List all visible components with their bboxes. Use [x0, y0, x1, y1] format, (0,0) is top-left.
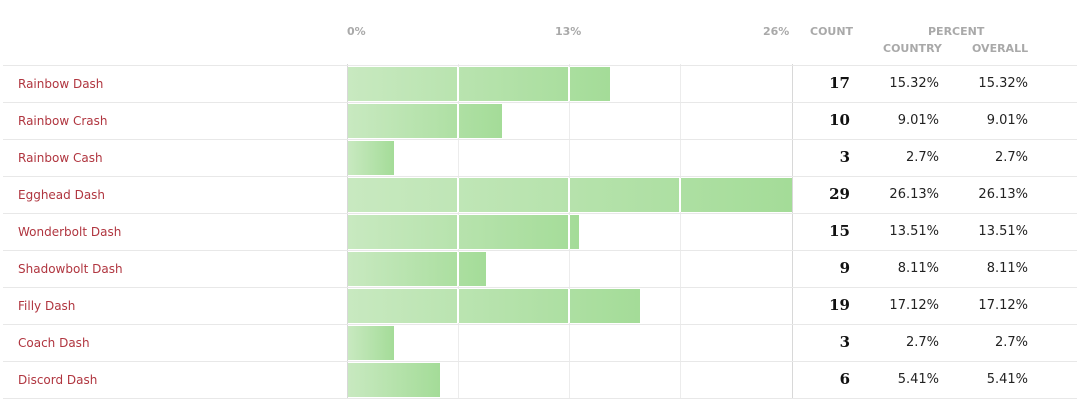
- overall-header: OVERALL: [972, 42, 1029, 55]
- tick-label-13: 13%: [555, 25, 582, 38]
- row-label[interactable]: Discord Dash: [18, 373, 98, 387]
- row-label[interactable]: Coach Dash: [18, 336, 90, 350]
- bar: [348, 252, 487, 286]
- row-count: 3: [839, 333, 850, 351]
- bar: [348, 104, 502, 138]
- bar-segment-gap: [568, 215, 570, 249]
- grid-line-26: [792, 64, 793, 399]
- percent-header: PERCENT: [928, 25, 985, 38]
- row-count: 3: [839, 148, 850, 166]
- row-label[interactable]: Rainbow Dash: [18, 77, 104, 91]
- row-count: 6: [839, 370, 850, 388]
- row-label[interactable]: Rainbow Cash: [18, 151, 103, 165]
- row-label[interactable]: Shadowbolt Dash: [18, 262, 123, 276]
- bar-segment-gap: [457, 215, 459, 249]
- row-divider: [3, 361, 1077, 362]
- row-label[interactable]: Filly Dash: [18, 299, 76, 313]
- row-percent-overall: 5.41%: [986, 372, 1028, 387]
- row-divider: [3, 102, 1077, 103]
- tick-label-26: 26%: [763, 25, 790, 38]
- bar-segment-gap: [457, 104, 459, 138]
- bar: [348, 178, 792, 212]
- row-count: 9: [839, 259, 850, 277]
- row-divider: [3, 250, 1077, 251]
- row-percent-country: 13.51%: [889, 224, 939, 239]
- row-percent-country: 17.12%: [889, 298, 939, 313]
- row-percent-overall: 26.13%: [978, 187, 1028, 202]
- bar: [348, 289, 641, 323]
- row-percent-country: 2.7%: [905, 150, 939, 165]
- bar: [348, 215, 579, 249]
- row-label[interactable]: Wonderbolt Dash: [18, 225, 122, 239]
- bar: [348, 141, 395, 175]
- row-percent-country: 5.41%: [897, 372, 939, 387]
- bar-segment-gap: [568, 67, 570, 101]
- grid-line-19: [680, 64, 681, 399]
- bar-segment-gap: [568, 178, 570, 212]
- row-divider: [3, 287, 1077, 288]
- bar-segment-gap: [457, 252, 459, 286]
- row-percent-overall: 2.7%: [994, 150, 1028, 165]
- bar-segment-gap: [457, 67, 459, 101]
- row-percent-country: 15.32%: [889, 76, 939, 91]
- row-divider: [3, 65, 1077, 66]
- count-header: COUNT: [810, 25, 854, 38]
- bar-segment-gap: [457, 289, 459, 323]
- row-percent-overall: 9.01%: [986, 113, 1028, 128]
- row-label[interactable]: Egghead Dash: [18, 188, 106, 202]
- grid-line-0: [347, 64, 348, 399]
- bar: [348, 67, 610, 101]
- row-divider: [3, 176, 1077, 177]
- row-count: 10: [829, 111, 850, 129]
- row-percent-country: 8.11%: [897, 261, 939, 276]
- row-count: 17: [829, 74, 850, 92]
- row-percent-overall: 13.51%: [978, 224, 1028, 239]
- row-percent-overall: 8.11%: [986, 261, 1028, 276]
- row-divider: [3, 398, 1077, 399]
- row-percent-overall: 15.32%: [978, 76, 1028, 91]
- bar: [348, 326, 395, 360]
- row-percent-country: 26.13%: [889, 187, 939, 202]
- bar: [348, 363, 441, 397]
- bar-segment-gap: [568, 289, 570, 323]
- row-divider: [3, 213, 1077, 214]
- row-percent-country: 9.01%: [897, 113, 939, 128]
- bar-segment-gap: [457, 178, 459, 212]
- row-count: 15: [829, 222, 850, 240]
- country-header: COUNTRY: [883, 42, 942, 55]
- row-percent-overall: 17.12%: [978, 298, 1028, 313]
- tick-label-0: 0%: [347, 25, 366, 38]
- row-percent-country: 2.7%: [905, 335, 939, 350]
- row-label[interactable]: Rainbow Crash: [18, 114, 108, 128]
- row-count: 19: [829, 296, 850, 314]
- bar-segment-gap: [679, 178, 681, 212]
- row-percent-overall: 2.7%: [994, 335, 1028, 350]
- row-divider: [3, 324, 1077, 325]
- row-count: 29: [829, 185, 850, 203]
- row-divider: [3, 139, 1077, 140]
